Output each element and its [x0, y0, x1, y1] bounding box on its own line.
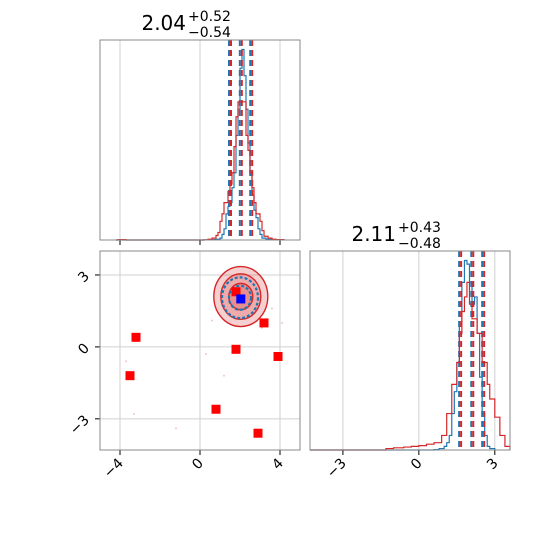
blue-contour — [220, 276, 260, 320]
top-hist-title-value: 2.04 — [141, 11, 186, 35]
right-hist-title-value: 2.11 — [351, 222, 396, 246]
right-hist-title: 2.11 +0.43−0.48 — [351, 220, 440, 252]
scatter-faint-point — [211, 319, 213, 322]
top-hist-frame — [99, 39, 301, 241]
right-hist-title-plus: +0.43 — [398, 220, 441, 236]
blue-square-marker — [236, 294, 246, 304]
scatter-faint-point — [205, 353, 207, 356]
right-hist-xtick-label: 0 — [408, 456, 426, 474]
scatter-faint-point — [125, 360, 127, 363]
top-hist-title: 2.04 +0.52−0.54 — [141, 9, 231, 41]
scatter-faint-point — [271, 307, 273, 310]
top-hist-title-plus: +0.52 — [188, 9, 231, 25]
red-square-marker — [131, 332, 141, 342]
right-hist-xtick-label: −3 — [324, 456, 350, 482]
right-hist-xtick-label: 3 — [484, 456, 502, 474]
scatter-faint-point — [175, 427, 177, 430]
scatter-faint-point — [223, 374, 225, 377]
scatter-xtick-label: 4 — [269, 455, 287, 473]
scatter-ytick-label: −3 — [67, 412, 93, 438]
top-hist-hist-series-1 — [116, 101, 285, 241]
scatter-faint-point — [133, 413, 135, 416]
right-hist-frame — [309, 250, 511, 451]
scatter-ytick-label: 3 — [75, 268, 93, 286]
blue-contour — [227, 284, 253, 311]
scatter-xtick-label: −4 — [101, 455, 127, 481]
red-square-marker — [253, 428, 263, 438]
red-square-marker — [259, 318, 269, 328]
scatter-ytick-label: 0 — [75, 340, 93, 358]
red-square-marker — [231, 344, 241, 354]
red-square-marker — [273, 351, 283, 361]
right-hist-title-minus: −0.48 — [398, 236, 441, 252]
scatter-frame — [99, 250, 301, 451]
red-square-marker — [125, 371, 135, 381]
top-hist-title-minus: −0.54 — [188, 25, 231, 41]
red-square-marker — [231, 287, 241, 297]
scatter-faint-point — [281, 321, 283, 324]
red-square-marker — [211, 404, 221, 414]
scatter-xtick-label: 0 — [189, 456, 207, 474]
